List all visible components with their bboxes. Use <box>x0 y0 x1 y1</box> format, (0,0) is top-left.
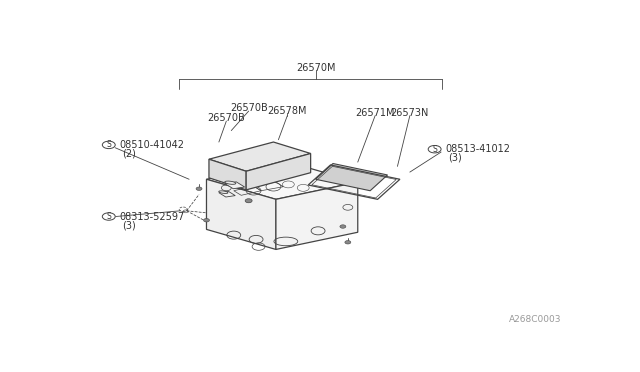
Text: 26578M: 26578M <box>268 106 307 116</box>
Text: (2): (2) <box>122 148 136 158</box>
Text: (3): (3) <box>448 153 462 163</box>
Ellipse shape <box>219 191 228 193</box>
Text: 26570B: 26570B <box>230 103 268 113</box>
Text: S: S <box>432 145 437 154</box>
Polygon shape <box>225 182 244 189</box>
Polygon shape <box>276 182 358 250</box>
Text: 26570M: 26570M <box>296 62 335 73</box>
Text: 26573N: 26573N <box>390 108 429 118</box>
Text: S: S <box>106 212 111 221</box>
Text: A268C0003: A268C0003 <box>509 315 561 324</box>
Polygon shape <box>207 162 358 199</box>
Polygon shape <box>209 142 310 171</box>
Circle shape <box>196 187 202 190</box>
Text: 26571M: 26571M <box>355 108 395 118</box>
Polygon shape <box>209 159 246 190</box>
Text: 26570B: 26570B <box>207 113 245 123</box>
Text: 08510-41042: 08510-41042 <box>120 140 185 150</box>
Text: S: S <box>106 140 111 150</box>
Text: 08313-52597: 08313-52597 <box>120 212 185 221</box>
Text: (3): (3) <box>122 220 136 230</box>
Circle shape <box>245 199 252 203</box>
Ellipse shape <box>225 181 236 185</box>
Polygon shape <box>207 179 276 250</box>
Circle shape <box>340 225 346 228</box>
Circle shape <box>204 218 209 222</box>
Polygon shape <box>219 191 236 197</box>
Polygon shape <box>316 164 388 191</box>
Circle shape <box>345 241 351 244</box>
Text: 08513-41012: 08513-41012 <box>445 144 511 154</box>
Polygon shape <box>246 154 310 190</box>
